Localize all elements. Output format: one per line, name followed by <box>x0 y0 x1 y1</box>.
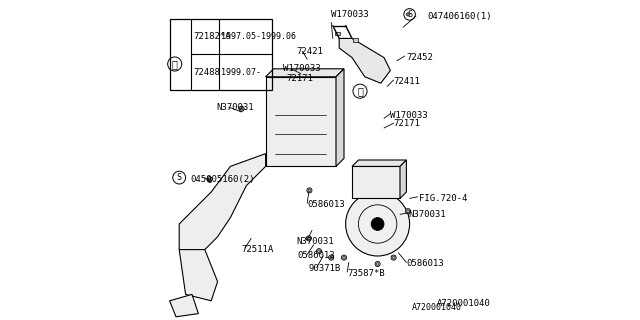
Text: N370031: N370031 <box>408 210 445 219</box>
Text: 72182*A: 72182*A <box>193 32 230 41</box>
Text: 047406160(1): 047406160(1) <box>428 12 492 20</box>
Circle shape <box>342 255 347 260</box>
Text: ①: ① <box>172 59 178 69</box>
Bar <box>170 19 272 90</box>
Text: 72171: 72171 <box>394 119 420 128</box>
Circle shape <box>406 13 410 16</box>
Polygon shape <box>179 154 266 256</box>
Circle shape <box>316 249 321 254</box>
Text: S: S <box>407 10 412 19</box>
Circle shape <box>307 236 312 241</box>
Text: 90371B: 90371B <box>309 264 341 273</box>
Circle shape <box>375 261 380 267</box>
Text: S: S <box>177 173 182 182</box>
Text: 72488: 72488 <box>193 68 220 76</box>
Text: 1997.05-1999.06: 1997.05-1999.06 <box>221 32 296 41</box>
Text: 72171: 72171 <box>287 74 313 83</box>
Text: FIG.720-4: FIG.720-4 <box>419 194 468 203</box>
Polygon shape <box>339 38 390 83</box>
Text: N370031: N370031 <box>216 103 253 112</box>
Polygon shape <box>400 160 406 198</box>
Circle shape <box>307 188 312 193</box>
Text: 72421: 72421 <box>296 47 323 56</box>
Polygon shape <box>266 69 344 77</box>
Polygon shape <box>179 250 218 301</box>
Text: 73587*B: 73587*B <box>347 269 385 278</box>
Polygon shape <box>352 166 400 198</box>
Text: 72411: 72411 <box>394 77 420 86</box>
Polygon shape <box>352 160 406 166</box>
Text: 0586013: 0586013 <box>298 252 335 260</box>
Text: 0586013: 0586013 <box>307 200 345 209</box>
Text: A720001040: A720001040 <box>437 300 490 308</box>
Text: 0586013: 0586013 <box>406 260 444 268</box>
Polygon shape <box>266 77 336 166</box>
Bar <box>353 38 358 42</box>
Circle shape <box>406 209 411 214</box>
Circle shape <box>329 255 334 260</box>
Text: W170033: W170033 <box>332 10 369 19</box>
Text: 72511A: 72511A <box>242 245 274 254</box>
Circle shape <box>346 192 410 256</box>
Text: W170033: W170033 <box>283 64 321 73</box>
Circle shape <box>239 106 244 111</box>
Circle shape <box>371 218 384 230</box>
Text: 72452: 72452 <box>406 53 433 62</box>
Text: N370031: N370031 <box>296 237 333 246</box>
Text: A720001040: A720001040 <box>412 303 462 312</box>
Circle shape <box>391 255 396 260</box>
Text: W170033: W170033 <box>390 111 428 120</box>
Circle shape <box>208 179 211 182</box>
Text: 1999.07-: 1999.07- <box>221 68 261 76</box>
Text: 045005160(2): 045005160(2) <box>191 175 255 184</box>
Circle shape <box>207 177 212 182</box>
Polygon shape <box>336 69 344 166</box>
Polygon shape <box>170 294 198 317</box>
Text: ①: ① <box>357 86 363 96</box>
Bar <box>335 32 340 35</box>
